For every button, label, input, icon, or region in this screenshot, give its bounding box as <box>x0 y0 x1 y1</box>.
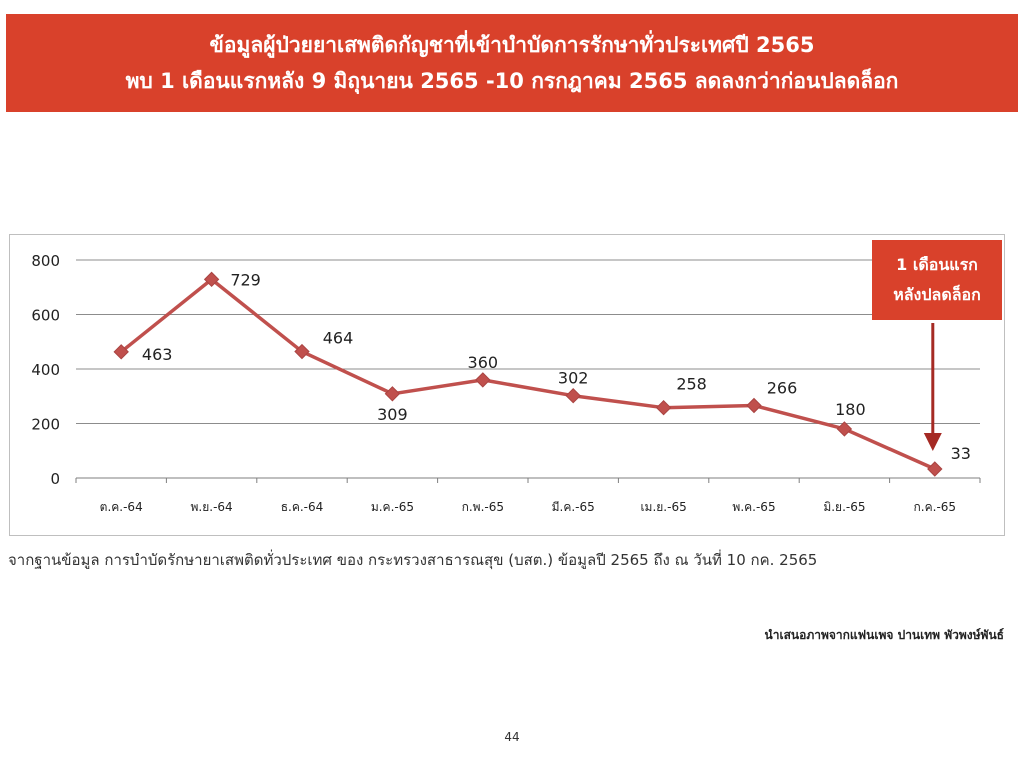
y-tick-label: 600 <box>31 307 60 325</box>
data-point <box>203 271 220 288</box>
data-label: 180 <box>835 400 866 419</box>
header-banner: ข้อมูลผู้ป่วยยาเสพติดกัญชาที่เข้าบำบัดกา… <box>6 14 1018 112</box>
x-tick-label: ก.พ.-65 <box>462 500 504 514</box>
credit-text: นำเสนอภาพจากแฟนเพจ ปานเทพ พัวพงษ์พันธ์ <box>764 628 1004 642</box>
data-point <box>836 421 853 437</box>
data-point <box>746 397 762 414</box>
data-point <box>927 461 943 477</box>
data-label: 464 <box>323 329 354 348</box>
x-tick-label: มี.ค.-65 <box>552 500 595 514</box>
data-label: 33 <box>951 444 971 463</box>
y-tick-label: 800 <box>31 252 60 270</box>
callout-arrow-head <box>923 433 942 451</box>
page-number: 44 <box>504 730 520 744</box>
x-tick-label: มิ.ย.-65 <box>823 500 865 514</box>
callout-box: 1 เดือนแรก หลังปลดล็อก <box>872 240 1002 320</box>
data-label: 729 <box>230 270 261 289</box>
source-note: จากฐานข้อมูล การบำบัดรักษายาเสพติดทั่วปร… <box>8 551 818 569</box>
x-tick-label: ธ.ค.-64 <box>281 500 324 514</box>
data-label: 258 <box>676 375 707 394</box>
header-title-line1: ข้อมูลผู้ป่วยยาเสพติดกัญชาที่เข้าบำบัดกา… <box>209 33 815 57</box>
x-tick-label: เม.ย.-65 <box>640 500 686 514</box>
data-point <box>294 343 310 360</box>
data-point <box>475 372 491 388</box>
callout-line2: หลังปลดล็อก <box>893 285 981 304</box>
data-point <box>655 399 672 416</box>
data-point <box>113 344 129 360</box>
line-chart: 0 200 400 600 800 ต.ค.-64 พ.ย.-64 ธ.ค.-64 ม.ค.-6… <box>31 252 981 514</box>
x-tick-label: พ.ย.-64 <box>191 500 233 514</box>
x-tick-label: ต.ค.-64 <box>100 500 143 514</box>
x-tick-label: พ.ค.-65 <box>732 500 775 514</box>
x-tick-label: ก.ค.-65 <box>914 500 957 514</box>
y-tick-label: 400 <box>31 361 60 379</box>
data-label: 302 <box>558 369 589 388</box>
y-tick-label: 0 <box>50 470 60 488</box>
data-label: 360 <box>468 353 499 372</box>
chart-frame: 0 200 400 600 800 ต.ค.-64 พ.ย.-64 ธ.ค.-64 ม.ค.-6… <box>9 234 1005 536</box>
x-tick-label: ม.ค.-65 <box>371 500 414 514</box>
data-label: 309 <box>377 405 408 424</box>
header-title-line2: พบ 1 เดือนแรกหลัง 9 มิถุนายน 2565 -10 กร… <box>125 69 899 93</box>
y-tick-label: 200 <box>31 416 60 434</box>
data-label: 463 <box>142 345 173 364</box>
series-line <box>120 277 936 471</box>
data-point <box>565 387 581 404</box>
data-point <box>384 386 401 402</box>
data-label: 266 <box>767 379 798 398</box>
callout-line1: 1 เดือนแรก <box>896 255 978 274</box>
